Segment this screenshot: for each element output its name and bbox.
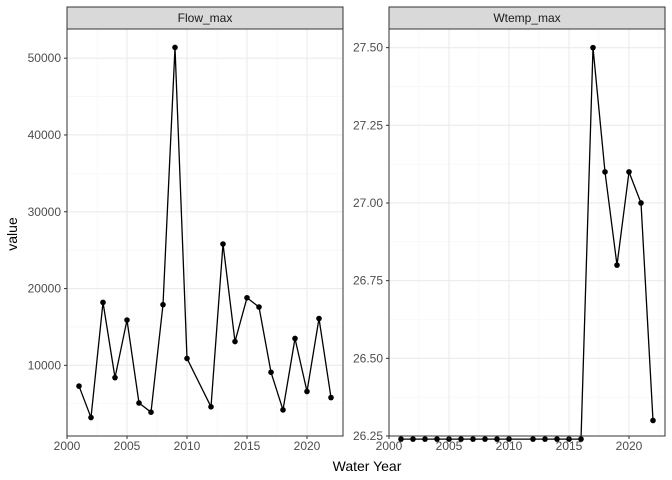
data-point — [220, 241, 226, 247]
data-point — [602, 169, 608, 175]
facet-strip — [66, 6, 344, 30]
data-point — [304, 388, 310, 395]
data-point — [446, 436, 452, 442]
data-point — [650, 417, 656, 424]
data-point — [506, 436, 512, 442]
y-tick-label: 10000 — [28, 358, 62, 372]
data-point — [328, 394, 334, 401]
x-tick-label: 2005 — [436, 439, 463, 453]
data-point — [590, 44, 596, 51]
data-point — [626, 169, 632, 175]
y-tick-label: 26.25 — [353, 429, 383, 443]
facet-strip-label: Wtemp_max — [493, 11, 560, 25]
y-tick-label: 20000 — [28, 282, 62, 296]
x-axis-title: Water Year — [333, 458, 402, 474]
data-point — [256, 304, 262, 310]
data-point — [542, 436, 548, 442]
y-tick-label: 30000 — [28, 205, 62, 219]
data-point — [148, 409, 154, 415]
x-tick-label: 2015 — [556, 439, 583, 453]
data-point — [76, 383, 82, 389]
y-tick-label: 50000 — [28, 51, 62, 65]
data-point — [160, 301, 166, 308]
x-tick-label: 2000 — [54, 439, 81, 453]
panels-layer: Flow_max 2000 2005 2010 2015 2020 10000 20000 30… — [28, 6, 666, 453]
panel-0: Flow_max 2000 2005 2010 2015 2020 10000 20000 30… — [28, 6, 344, 453]
x-tick-label: 2005 — [114, 439, 141, 453]
data-point — [566, 436, 572, 442]
panel-1: Wtemp_max 2000 2005 2010 2015 2020 26.25 26.50 2… — [353, 6, 666, 453]
facet-strip-label: Flow_max — [178, 11, 233, 25]
x-tick-label: 2020 — [294, 439, 321, 453]
data-point — [398, 436, 404, 442]
data-point — [268, 369, 274, 376]
data-point — [112, 374, 118, 381]
x-tick-label: 2010 — [496, 439, 523, 453]
y-tick-label: 27.25 — [353, 118, 383, 132]
x-tick-label: 2010 — [174, 439, 201, 453]
data-point — [482, 436, 488, 442]
data-point — [638, 200, 644, 206]
y-tick-label: 26.75 — [353, 274, 383, 288]
data-point — [244, 294, 250, 301]
data-point — [100, 299, 106, 306]
data-point — [494, 436, 500, 442]
data-point — [434, 436, 440, 442]
data-point — [280, 407, 286, 413]
data-point — [136, 400, 142, 406]
data-point — [530, 436, 536, 442]
panel-background — [67, 29, 343, 436]
data-point — [232, 338, 238, 345]
data-point — [578, 436, 584, 442]
data-point — [422, 436, 428, 442]
data-point — [458, 436, 464, 442]
y-tick-label: 26.50 — [353, 351, 383, 365]
data-point — [316, 315, 322, 322]
x-tick-label: 2015 — [234, 439, 261, 453]
x-tick-label: 2000 — [376, 439, 403, 453]
data-point — [614, 262, 620, 268]
data-point — [554, 436, 560, 442]
data-point — [88, 414, 94, 421]
facet-strip — [388, 6, 666, 30]
data-point — [470, 436, 476, 442]
data-point — [208, 404, 214, 410]
data-point — [184, 355, 190, 362]
y-tick-label: 40000 — [28, 128, 62, 142]
data-point — [124, 317, 130, 323]
panel-background — [389, 29, 665, 436]
y-axis-title: value — [4, 217, 20, 251]
data-point — [172, 44, 178, 51]
data-point — [292, 335, 298, 342]
y-tick-label: 27.50 — [353, 41, 383, 55]
y-tick-label: 27.00 — [353, 196, 383, 210]
data-point — [410, 436, 416, 442]
x-tick-label: 2020 — [616, 439, 643, 453]
